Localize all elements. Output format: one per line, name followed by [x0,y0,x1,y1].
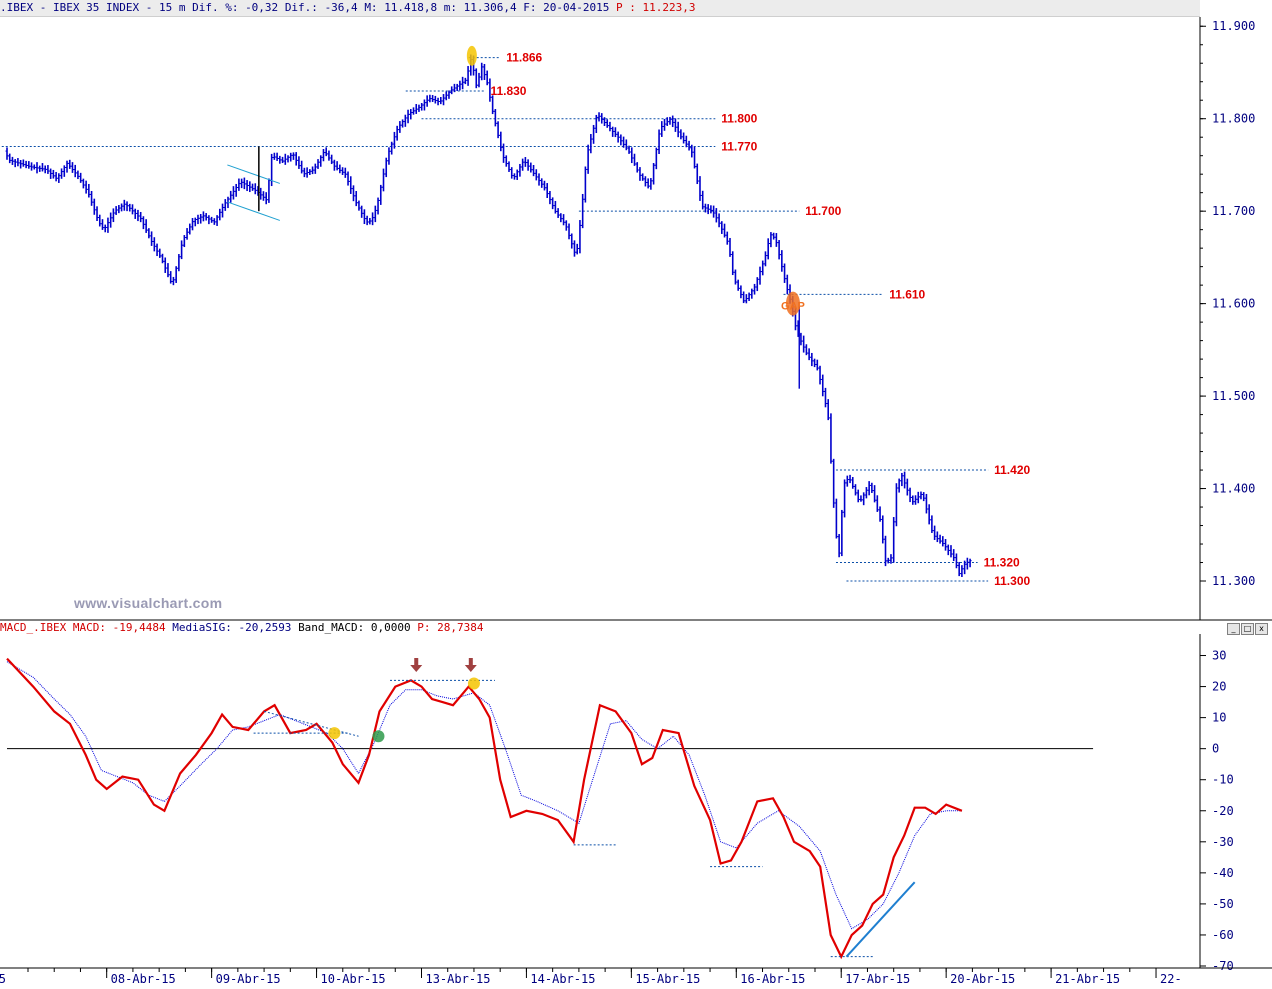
signal-label: MediaSIG: [172,621,232,634]
macd-y-tick-label: -30 [1212,835,1234,849]
gap-marker [785,291,800,316]
band-label: Band_MACD: [298,621,365,634]
macd-line [6,657,963,960]
macd-name: MACD_.IBEX [0,621,67,634]
macd-label: MACD: [72,621,106,634]
p-label: P: [417,621,431,634]
price-y-tick-label: 11.600 [1212,297,1255,311]
x-tick-label: 16-Abr-15 [740,972,805,986]
p-value: 28,7384 [437,621,484,634]
x-tick-label: 14-Abr-15 [530,972,595,986]
top-marker [466,45,477,66]
macd-y-tick-label: -60 [1212,928,1234,942]
band-value: 0,0000 [370,621,411,634]
macd-y-tick-label: 10 [1212,711,1226,725]
price-y-tick-label: 11.700 [1212,204,1255,218]
x-tick-label: 20-Abr-15 [950,972,1015,986]
min-value: 11.306,4 [463,1,517,14]
price-value: 11.223,3 [642,1,696,14]
minimize-button[interactable]: _ [1227,623,1240,635]
macd-chart-header: MACD_.IBEX MACD: -19,4484 MediaSIG: -20,… [0,620,1200,636]
signal-line [6,661,962,930]
macd-y-tick-label: -40 [1212,866,1234,880]
price-bars [5,54,972,577]
date-value: 20-04-2015 [543,1,610,14]
dif-value: -36,4 [324,1,358,14]
macd-y-tick-label: 30 [1212,649,1226,663]
price-y-tick-label: 11.800 [1212,112,1255,126]
min-label: m: [443,1,458,14]
dif-pct-value: -0,32 [245,1,279,14]
macd-y-tick-label: -70 [1212,959,1234,973]
x-tick-label: 17-Abr-15 [845,972,910,986]
x-tick-label: 15-Abr-15 [635,972,700,986]
signal-dot [467,677,480,690]
x-tick-label: 13-Abr-15 [425,972,490,986]
maximize-button[interactable]: □ [1241,623,1254,635]
x-tick-label: 08-Abr-15 [111,972,176,986]
x-tick-label: 21-Abr-15 [1055,972,1120,986]
macd-window-buttons: _ □ x [1227,623,1268,635]
price-chart-header: .IBEX - IBEX 35 INDEX - 15 m Dif. %: -0,… [0,0,1200,17]
level-label: 11.300 [994,574,1030,588]
level-label: 11.770 [721,139,757,153]
date-label: F: [523,1,537,14]
x-tick-label: 22- [1160,972,1182,986]
period-label: 15 m [158,1,186,14]
level-label: 11.320 [984,556,1020,570]
channel-lower [227,201,280,221]
down-arrow-icon [410,657,423,672]
price-y-tick-label: 11.500 [1212,389,1255,403]
symbol-label: .IBEX - IBEX 35 INDEX - [0,1,153,14]
price-pane: 11.900 11.800 11.700 11.600 11.500 11.400 11.3… [0,17,1272,621]
dif-pct-label: Dif. %: [192,1,239,14]
x-axis: 5 08-Abr-15 09-Abr-15 10-Abr-15 13-Abr-15 14-… [0,967,1272,986]
level-label: 11.866 [506,51,542,65]
watermark: www.visualchart.com [74,595,223,611]
price-y-tick-label: 11.900 [1212,19,1255,33]
channel-lines [227,146,280,221]
macd-y-tick-label: 20 [1212,680,1226,694]
max-label: M: [364,1,378,14]
macd-value: -19,4484 [112,621,166,634]
price-y-tick-label: 11.400 [1212,482,1255,496]
level-label: 11.420 [994,463,1030,477]
signal-dot [328,727,341,740]
close-button[interactable]: x [1255,623,1268,635]
max-value: 11.418,8 [384,1,438,14]
signal-value: -20,2593 [238,621,292,634]
macd-guides [253,679,916,958]
macd-y-tick-label: 0 [1212,742,1219,756]
level-label: 11.830 [490,84,526,98]
x-tick-label: 10-Abr-15 [321,972,386,986]
price-label: P : [616,1,636,14]
macd-y-tick-label: -50 [1212,897,1234,911]
dif-label: Dif.: [284,1,318,14]
down-arrow-icon [464,657,477,672]
channel-upper [227,164,280,184]
x-tick-label: 5 [0,972,6,986]
macd-trend-line [845,881,916,958]
x-tick-label: 09-Abr-15 [216,972,281,986]
level-label: 11.610 [889,287,925,301]
macd-pane: 30 20 10 0 -10 -20 -30 -40 -50 -60 -70 [6,634,1234,973]
level-label: 11.700 [805,204,841,218]
macd-y-tick-label: -20 [1212,804,1234,818]
level-label: 11.800 [721,112,757,126]
macd-divergence-line [263,710,359,737]
macd-y-tick-label: -10 [1212,773,1234,787]
price-y-tick-label: 11.300 [1212,574,1255,588]
signal-dot [372,730,385,743]
